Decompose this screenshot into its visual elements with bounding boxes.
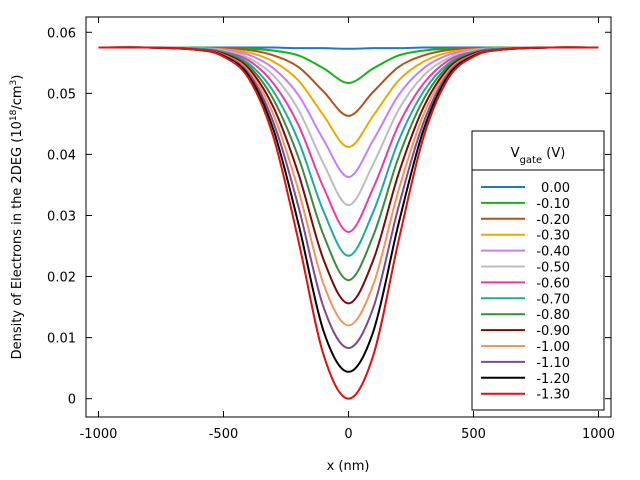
x-axis: -1000 -500 0 500 1000 [80, 17, 615, 442]
series-line-13 [98, 46, 599, 400]
y-axis-label: Density of Electrons in the 2DEG (1018/c… [9, 75, 25, 360]
legend-title-unit: (V) [542, 146, 565, 161]
series-line-1 [98, 46, 599, 84]
legend-label-13: -1.30 [536, 388, 570, 403]
y-tick-label: 0.06 [47, 26, 76, 41]
y-axis: 0 0.01 0.02 0.03 0.04 0.05 0.06 [47, 26, 611, 408]
legend-label-1: -0.10 [536, 197, 570, 212]
y-tick-label: 0.02 [47, 271, 76, 286]
legend-label-11: -1.10 [536, 356, 570, 371]
series-layer [98, 46, 599, 400]
legend-title-sub: gate [520, 155, 543, 166]
x-tick-label: 1000 [582, 427, 615, 442]
legend-label-2: -0.20 [536, 213, 570, 228]
legend-label-10: -1.00 [536, 340, 570, 355]
legend-title: Vgate (V) [511, 146, 566, 166]
y-tick-label: 0.04 [47, 148, 76, 163]
x-axis-label: x (nm) [327, 459, 370, 474]
x-tick-label: -500 [209, 427, 239, 442]
legend-label-6: -0.60 [536, 276, 570, 291]
legend-label-9: -0.90 [536, 324, 570, 339]
y-label-sup-18: 18 [9, 109, 19, 121]
y-label-middle: /cm [10, 85, 25, 109]
legend-title-main: V [511, 146, 520, 161]
x-tick-label: 500 [461, 427, 486, 442]
legend-label-0: 0.00 [541, 181, 570, 196]
x-tick-label: 0 [344, 427, 352, 442]
x-tick-label: -1000 [80, 427, 118, 442]
legend-box [471, 130, 605, 411]
y-label-sup-3: 3 [9, 80, 19, 86]
legend-label-5: -0.50 [536, 261, 570, 276]
y-tick-label: 0.01 [47, 332, 76, 347]
legend-label-8: -0.80 [536, 308, 570, 323]
legend: Vgate (V) 0.00-0.10-0.20-0.30-0.40-0.50-… [471, 130, 605, 411]
series-line-2 [98, 46, 599, 117]
y-tick-label: 0.03 [47, 209, 76, 224]
y-label-suffix: ) [10, 75, 25, 80]
legend-label-7: -0.70 [536, 292, 570, 307]
y-tick-label: 0.05 [47, 87, 76, 102]
legend-label-12: -1.20 [536, 372, 570, 387]
y-tick-label: 0 [68, 393, 76, 408]
y-label-prefix: Density of Electrons in the 2DEG (10 [10, 121, 25, 359]
legend-label-3: -0.30 [536, 229, 570, 244]
legend-label-4: -0.40 [536, 245, 570, 260]
